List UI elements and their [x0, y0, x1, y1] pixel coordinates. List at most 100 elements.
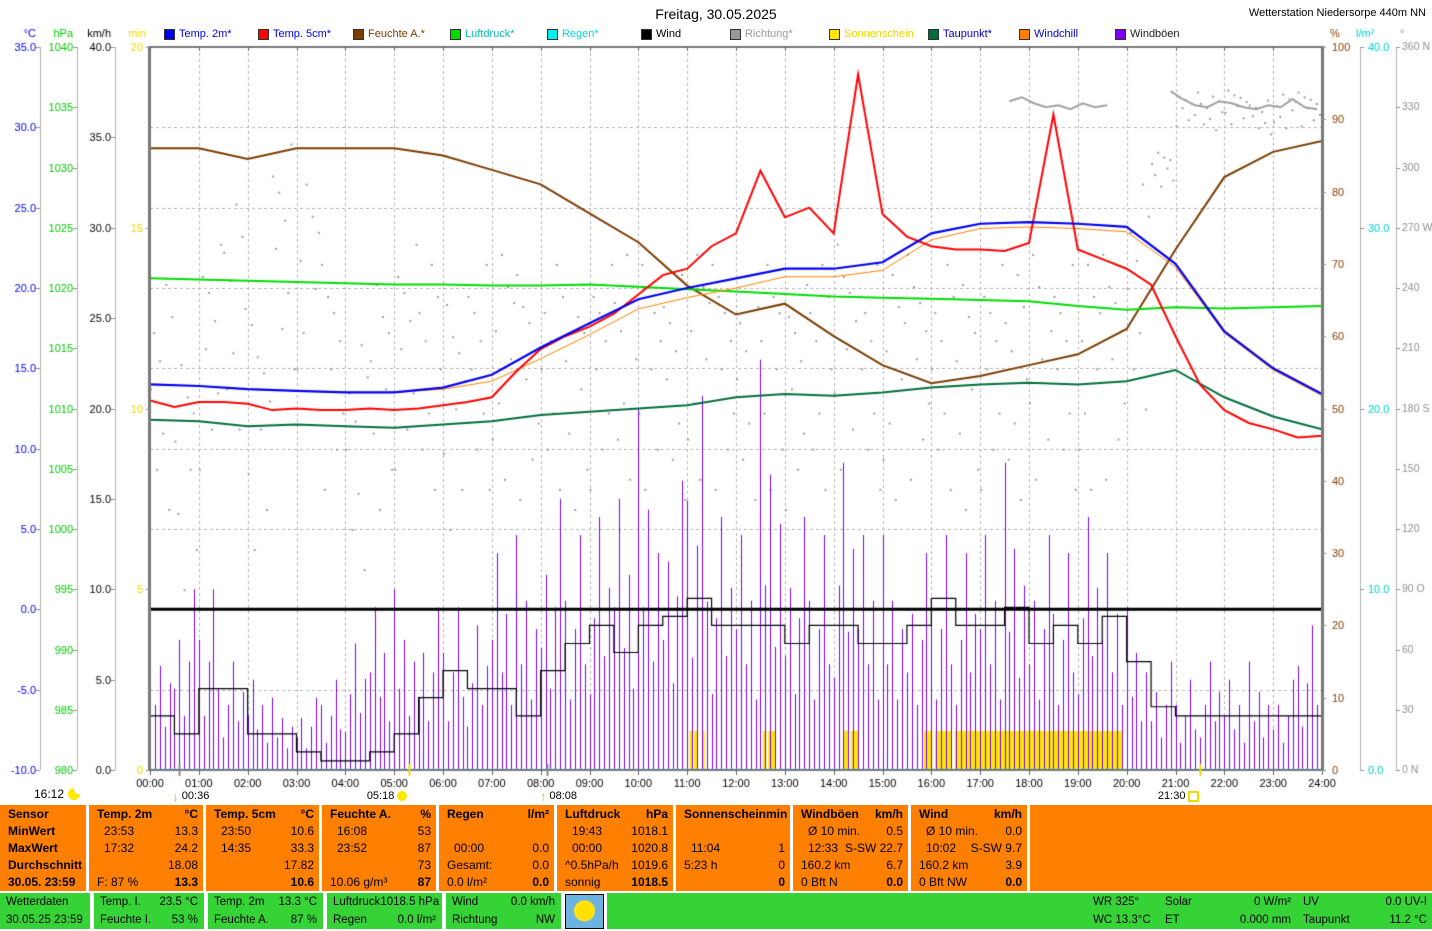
- legend-swatch-wind: [641, 29, 652, 40]
- table-row: Sensor: [0, 805, 86, 822]
- table-column-temp-5cm: Temp. 5cm °C 23:50 10.6 14:35 33.3 17.82 10.6: [206, 805, 319, 891]
- table-cell-label: 12:33: [808, 840, 839, 855]
- table-row: 00:00 1020.8: [557, 839, 673, 856]
- table-cell-label: 14:35: [221, 840, 252, 855]
- table-row: 19:43 1018.1: [557, 822, 673, 839]
- table-cell-label: 10.06 g/m³: [330, 875, 388, 890]
- marker-05-18: 05:18: [367, 790, 408, 802]
- table-cell-value: 0.0: [532, 858, 549, 873]
- table-row: 0 Bft NW 0.0: [911, 874, 1027, 891]
- statusbar-value: 13.3 °C: [278, 896, 317, 908]
- legend-swatch-sonnenschein: [829, 29, 840, 40]
- statusbar-label: Temp. 2m: [214, 896, 265, 908]
- statusbar-value: 0.000 mm: [1239, 914, 1291, 926]
- statusbar-row: ET 0.000 mm: [1165, 911, 1291, 929]
- legend-swatch-richtung: [730, 29, 741, 40]
- statusbar-label: Richtung: [452, 914, 498, 926]
- table-cell-label: 23:52: [337, 840, 368, 855]
- table-cell-label: 5:23 h: [684, 858, 718, 873]
- statusbar-label: Temp. I.: [100, 896, 141, 908]
- table-row: 10.6: [206, 874, 319, 891]
- table-cell-value: 10.6: [290, 875, 314, 890]
- statusbar-row: Wetterdaten: [0, 893, 90, 911]
- statusbar-label: ET: [1165, 914, 1180, 926]
- statusbar-label: Wetterdaten: [6, 896, 69, 908]
- marker-time-label: 21:30: [1157, 790, 1186, 802]
- table-row: 0.0 l/m² 0.0: [439, 874, 554, 891]
- statusbar-value: 0.0 UV-I: [1385, 896, 1427, 908]
- table-row: 23:52 87: [322, 839, 436, 856]
- legend-label: Windböen: [1130, 28, 1180, 40]
- table-cell-label: Wind: [919, 806, 949, 821]
- legend-item-windchill: Windchill: [1019, 28, 1078, 41]
- legend-item-temp-2m: Temp. 2m*: [164, 28, 232, 41]
- sensor-table: Sensor MinWert MaxWert Durchschnitt 30.05. 2…: [0, 805, 1432, 891]
- table-row: Luftdruck hPa: [557, 805, 673, 822]
- table-cell-label: F: 87 %: [97, 875, 139, 890]
- legend-swatch-taupunkt: [928, 29, 939, 40]
- statusbar-row: WR 325°: [1093, 893, 1161, 911]
- statusbar-row: Richtung NW: [446, 911, 561, 929]
- table-cell-label: Luftdruck: [565, 806, 621, 821]
- statusbar-label: Regen: [333, 914, 367, 926]
- table-cell-label: 0 Bft NW: [919, 875, 968, 890]
- statusbar-value: 1018.5 hPa: [380, 896, 440, 908]
- legend-label: Temp. 5cm*: [273, 28, 332, 40]
- statusbar-row: Taupunkt 11.2 °C: [1303, 911, 1427, 929]
- table-row: Wind km/h: [911, 805, 1027, 822]
- statusbar-row: WC 13.3°C: [1093, 911, 1161, 929]
- table-cell-value: 0.0: [1005, 875, 1022, 890]
- table-cell-label: Regen: [447, 806, 484, 821]
- table-row: MinWert: [0, 822, 86, 839]
- statusbar-row: 30.05.25 23:59: [0, 911, 90, 929]
- table-column-luftdruck: Luftdruck hPa 19:43 1018.1 00:00 1020.8 ^0.5hP…: [557, 805, 673, 891]
- moon-set-arrow-icon: ↓: [172, 788, 179, 804]
- legend-label: Temp. 2m*: [179, 28, 232, 40]
- marker-time-label: 05:18: [366, 790, 395, 802]
- statusbar-row: Temp. 2m 13.3 °C: [208, 893, 323, 911]
- table-row: 14:35 33.3: [206, 839, 319, 856]
- table-cell-value: 6.7: [886, 858, 903, 873]
- table-cell-value: 1020.8: [631, 840, 668, 855]
- legend-item-temp-5cm: Temp. 5cm*: [258, 28, 331, 41]
- table-column-sensor: Sensor MinWert MaxWert Durchschnitt 30.05. 2…: [0, 805, 86, 891]
- table-cell-label: 10:02: [926, 840, 957, 855]
- table-cell-label: 00:00: [572, 840, 603, 855]
- legend-item-luftdruck: Luftdruck*: [450, 28, 515, 41]
- table-cell-value: 87: [417, 875, 431, 890]
- table-row: 0: [676, 874, 790, 891]
- legend-swatch-temp-2m: [164, 29, 175, 40]
- table-row: 17:32 24.2: [89, 839, 203, 856]
- table-cell-value: 17.82: [283, 858, 314, 873]
- table-column-wind: Wind km/h Ø 10 min. 0.0 10:02 S-SW 9.7 160.2 k…: [911, 805, 1027, 891]
- statusbar-label: Solar: [1165, 896, 1192, 908]
- statusbar-label: Luftdruck: [333, 896, 381, 908]
- table-cell-label: Gesamt:: [447, 858, 493, 873]
- table-column-temp-2m: Temp. 2m °C 23:53 13.3 17:32 24.2 18.08 F: 87 %…: [89, 805, 203, 891]
- table-cell-value: 0: [778, 875, 785, 890]
- marker-21-30: 21:30: [1158, 790, 1200, 802]
- table-cell-value: hPa: [645, 806, 668, 821]
- table-row: Gesamt: 0.0: [439, 857, 554, 874]
- table-row: 10:02 S-SW 9.7: [911, 839, 1027, 856]
- table-cell-label: MaxWert: [8, 840, 58, 855]
- statusbar-label: Feuchte I.: [100, 914, 152, 926]
- table-cell-value: S-SW 22.7: [844, 840, 903, 855]
- legend-item-feuchte-a: Feuchte A.*: [353, 28, 425, 41]
- statusbar-label: 30.05.25 23:59: [6, 914, 83, 926]
- table-row: Sonnenschein min: [676, 805, 790, 822]
- table-cell-value: 0: [778, 858, 785, 873]
- table-cell-label: Sensor: [8, 806, 49, 821]
- statusbar-block-uv-taupunkt: UV 0.0 UV-I Taupunkt 11.2 °C: [1303, 893, 1427, 929]
- station-name: Wetterstation Niedersorpe 440m NN: [1248, 7, 1426, 19]
- table-cell-value: km/h: [993, 806, 1022, 821]
- legend-label: Regen*: [562, 28, 599, 40]
- table-row: 23:50 10.6: [206, 822, 319, 839]
- table-cell-label: Windböen: [801, 806, 859, 821]
- table-cell-value: 0.0: [886, 875, 903, 890]
- marker-time-label: 00:36: [181, 790, 210, 802]
- table-row: ^0.5hPa/h 1019.6: [557, 857, 673, 874]
- legend-label: Feuchte A.*: [368, 28, 425, 40]
- table-cell-label: sonnig: [565, 875, 601, 890]
